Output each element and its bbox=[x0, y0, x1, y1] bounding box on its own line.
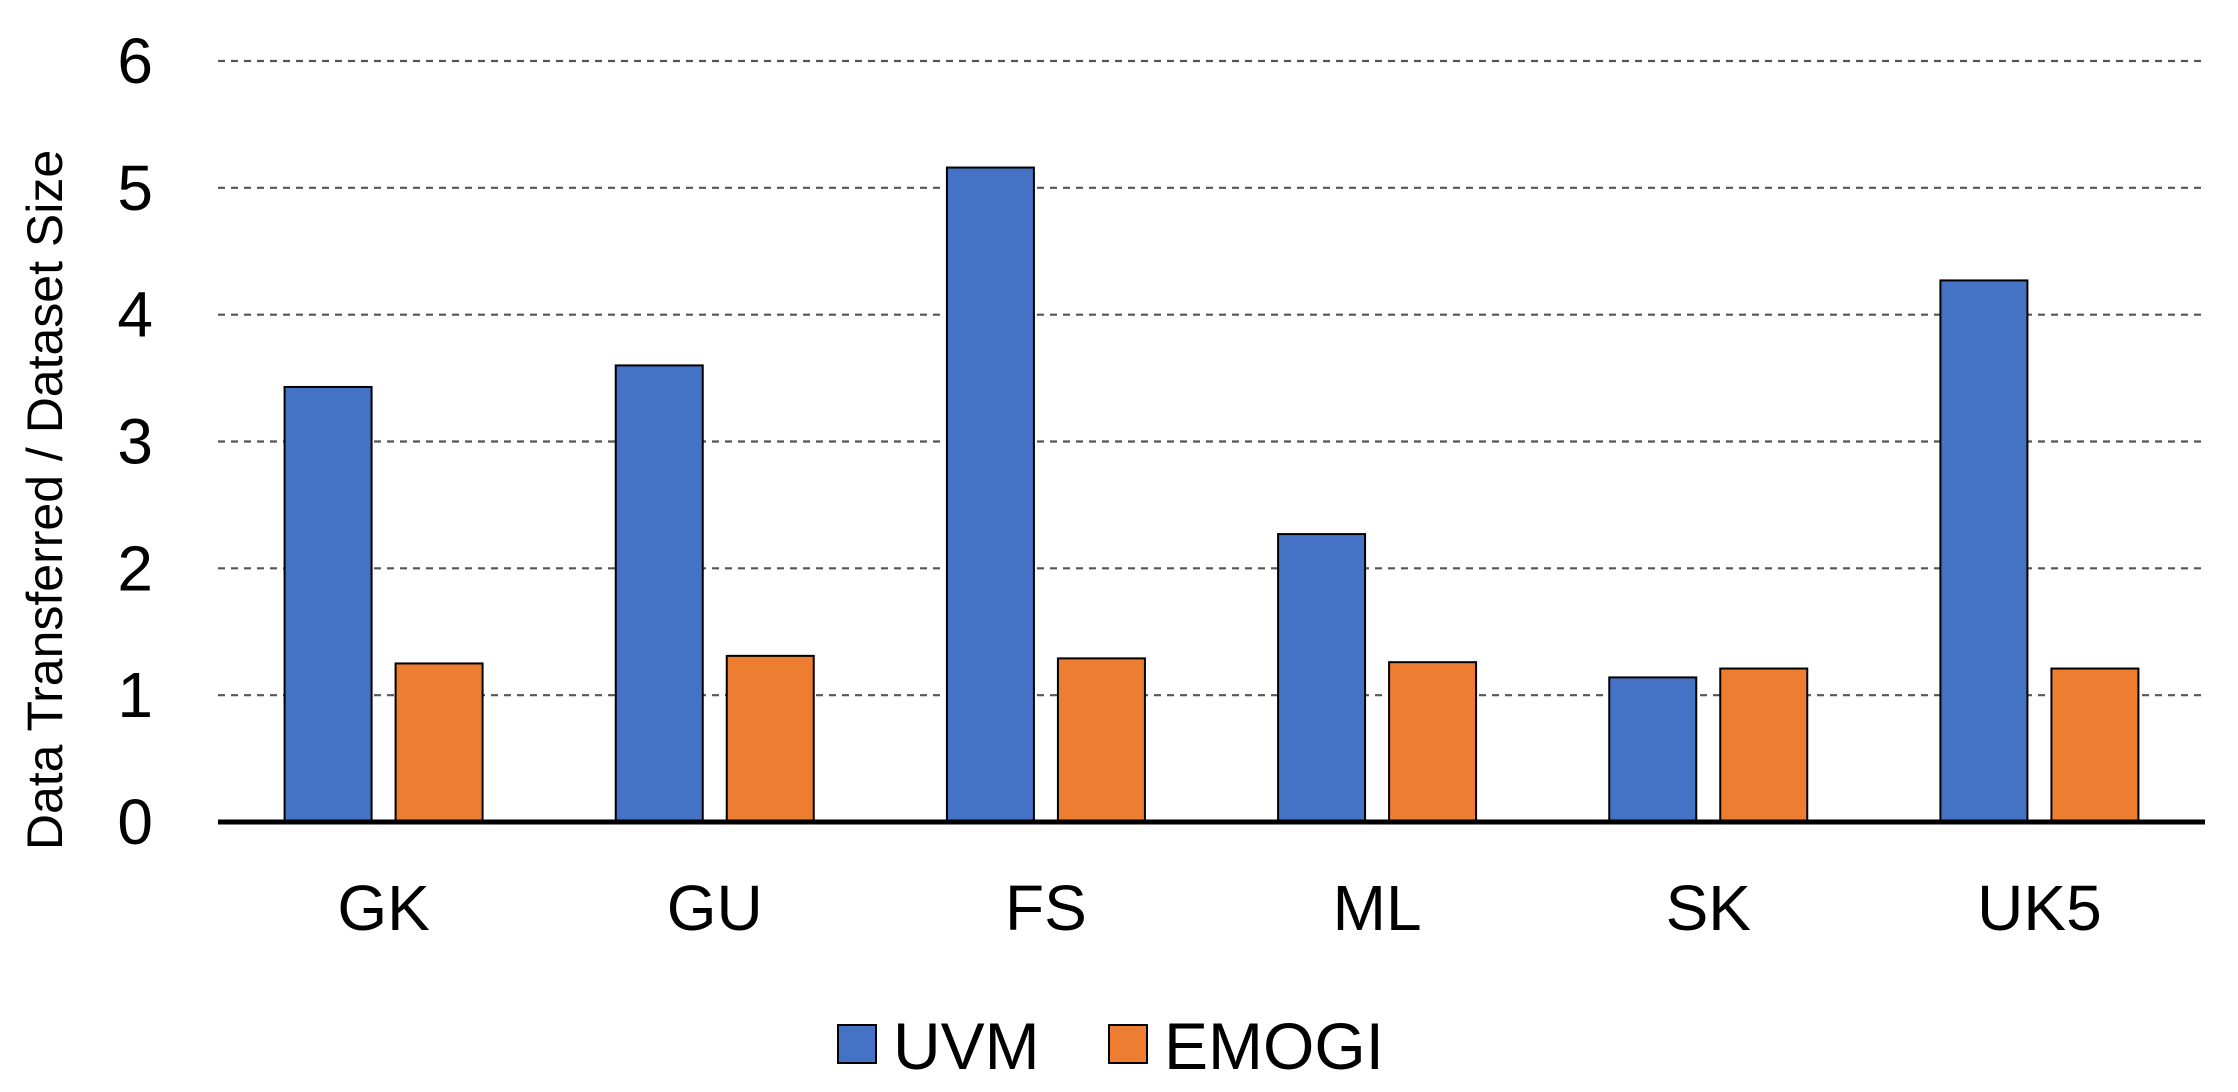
bars bbox=[283, 166, 2140, 824]
x-category-label: FS bbox=[1005, 872, 1087, 944]
y-tick-label: 3 bbox=[117, 406, 153, 478]
y-axis-title: Data Transferred / Dataset Size bbox=[17, 150, 73, 850]
x-axis-categories: GK GU FS ML SK UK5 bbox=[337, 872, 2101, 944]
y-axis-ticks: 0 1 2 3 4 5 6 bbox=[117, 25, 153, 858]
y-tick-label: 2 bbox=[117, 532, 153, 604]
y-tick-label: 5 bbox=[117, 152, 153, 224]
y-tick-label: 6 bbox=[117, 25, 153, 97]
y-tick-label: 0 bbox=[117, 786, 153, 858]
x-category-label: SK bbox=[1666, 872, 1751, 944]
bar-emogi-sk bbox=[1719, 667, 1809, 824]
bar-uvm-ml bbox=[1277, 533, 1367, 823]
bar-uvm-fs bbox=[945, 166, 1035, 824]
gridlines bbox=[218, 59, 2205, 697]
legend-label-emogi: EMOGI bbox=[1164, 1009, 1384, 1083]
legend-swatch-emogi bbox=[1108, 1024, 1148, 1064]
bar-emogi-uk5 bbox=[2050, 667, 2140, 824]
bar-uvm-gk bbox=[283, 385, 373, 823]
bar-emogi-ml bbox=[1388, 661, 1478, 823]
bar-uvm-uk5 bbox=[1939, 279, 2029, 823]
bar-emogi-gu bbox=[725, 654, 815, 823]
y-tick-label: 4 bbox=[117, 279, 153, 351]
y-tick-label: 1 bbox=[117, 659, 153, 731]
legend: UVM EMOGI bbox=[837, 1009, 1384, 1083]
bar-emogi-gk bbox=[394, 662, 484, 823]
x-category-label: GK bbox=[337, 872, 429, 944]
bar-uvm-sk bbox=[1608, 676, 1698, 823]
x-category-label: ML bbox=[1333, 872, 1422, 944]
bar-emogi-fs bbox=[1056, 657, 1146, 824]
legend-swatch-uvm bbox=[837, 1024, 877, 1064]
x-category-label: UK5 bbox=[1977, 872, 2102, 944]
legend-label-uvm: UVM bbox=[893, 1009, 1040, 1083]
bar-uvm-gu bbox=[614, 364, 704, 823]
x-category-label: GU bbox=[667, 872, 763, 944]
